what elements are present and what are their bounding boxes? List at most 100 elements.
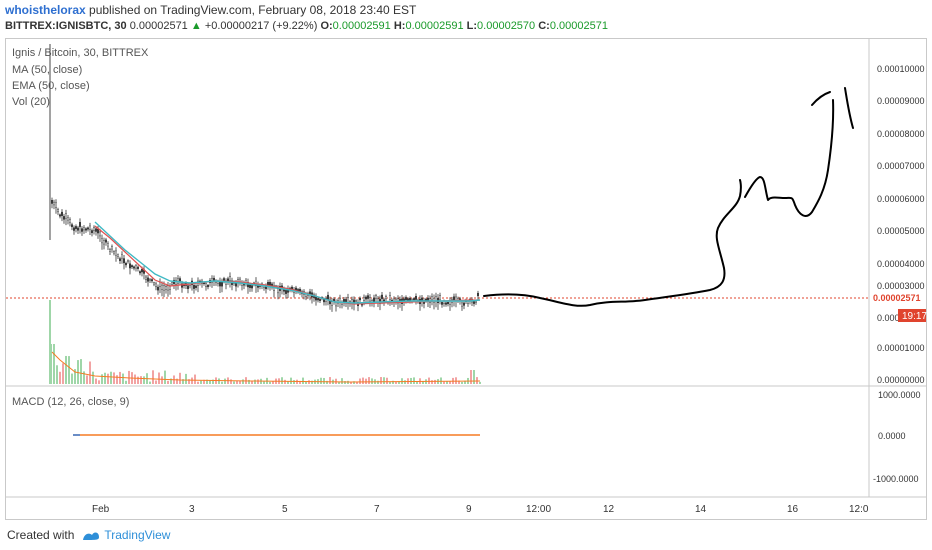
candle-body bbox=[120, 254, 123, 259]
volume-bar bbox=[233, 381, 235, 384]
volume-bar bbox=[200, 380, 202, 384]
volume-bar bbox=[383, 377, 385, 384]
volume-bar bbox=[359, 378, 361, 384]
volume-bar bbox=[287, 381, 289, 384]
price-tick: 0.00007000 bbox=[877, 161, 925, 171]
volume-bars bbox=[49, 300, 481, 384]
candle-body bbox=[192, 285, 195, 289]
candle-body bbox=[116, 254, 119, 257]
volume-bar bbox=[308, 380, 310, 384]
volume-bar bbox=[416, 381, 418, 384]
price-tick: 0.00003000 bbox=[877, 281, 925, 291]
candle-body bbox=[126, 260, 129, 262]
candle-body bbox=[407, 298, 410, 301]
candle-body bbox=[110, 246, 113, 250]
volume-bar bbox=[164, 370, 166, 384]
footer: Created with TradingView bbox=[7, 528, 170, 542]
volume-bar bbox=[170, 378, 172, 384]
candle-body bbox=[114, 250, 117, 256]
volume-bar bbox=[77, 360, 79, 384]
volume-bar bbox=[158, 372, 160, 384]
symbol-name: BITTREX:IGNISBTC, 30 bbox=[5, 20, 127, 32]
open-value: 0.00002591 bbox=[332, 20, 391, 32]
candle-body bbox=[327, 294, 330, 300]
candle-body bbox=[441, 302, 444, 305]
ma-legend[interactable]: MA (50, close) bbox=[12, 64, 83, 76]
volume-bar bbox=[431, 380, 433, 384]
volume-bar bbox=[404, 380, 406, 384]
candle-body bbox=[90, 230, 93, 234]
candle-body bbox=[180, 283, 183, 288]
macd-tick: -1000.0000 bbox=[873, 474, 919, 484]
price-tick: 0.00008000 bbox=[877, 129, 925, 139]
volume-bar bbox=[89, 361, 91, 384]
candle-body bbox=[375, 295, 378, 299]
volume-bar bbox=[230, 379, 232, 384]
candle-body bbox=[152, 282, 155, 285]
candle-body bbox=[64, 213, 67, 219]
time-tick: 9 bbox=[466, 504, 472, 515]
macd-legend[interactable]: MACD (12, 26, close, 9) bbox=[12, 396, 130, 408]
candle-body bbox=[154, 283, 157, 287]
candle-body bbox=[174, 280, 177, 285]
volume-bar bbox=[461, 381, 463, 384]
volume-bar bbox=[248, 379, 250, 384]
volume-bar bbox=[83, 371, 85, 384]
volume-bar bbox=[80, 359, 82, 384]
price-axis[interactable]: 0.00010000 0.00009000 0.00008000 0.00007… bbox=[877, 64, 925, 385]
price-tick: 0.00001000 bbox=[877, 343, 925, 353]
candle-body bbox=[477, 292, 480, 297]
published-text: published on TradingView.com, February 0… bbox=[89, 3, 417, 17]
volume-bar bbox=[197, 381, 199, 384]
volume-bar bbox=[365, 378, 367, 384]
candle-body bbox=[66, 217, 69, 221]
time-tick: 12:0 bbox=[849, 504, 869, 515]
macd-axis[interactable]: 1000.0000 0.0000 -1000.0000 bbox=[873, 390, 921, 484]
candle-body bbox=[285, 290, 288, 294]
candle-body bbox=[108, 249, 111, 252]
candle-body bbox=[413, 298, 416, 301]
time-axis[interactable]: Feb 3 5 7 9 12:00 12 14 16 12:0 bbox=[92, 504, 869, 515]
volume-bar bbox=[257, 379, 259, 384]
volume-bar bbox=[188, 379, 190, 384]
candle-body bbox=[435, 296, 438, 301]
chart-frame[interactable] bbox=[5, 38, 927, 520]
candle-body bbox=[220, 281, 223, 287]
candle-body bbox=[162, 285, 165, 291]
candle-body bbox=[359, 297, 362, 301]
symbol-bar: BITTREX:IGNISBTC, 30 0.00002571 ▲ +0.000… bbox=[5, 20, 608, 32]
volume-bar bbox=[446, 381, 448, 384]
candle-body bbox=[106, 243, 109, 247]
candle-body bbox=[84, 228, 87, 231]
volume-bar bbox=[458, 380, 460, 384]
candle-body bbox=[146, 277, 149, 282]
volume-bar bbox=[323, 377, 325, 384]
volume-bar bbox=[110, 371, 112, 384]
candle-body bbox=[63, 216, 66, 220]
author-link[interactable]: whoisthelorax bbox=[5, 3, 86, 17]
volume-bar bbox=[311, 380, 313, 384]
tradingview-link[interactable]: TradingView bbox=[104, 528, 171, 542]
volume-bar bbox=[302, 377, 304, 384]
volume-bar bbox=[338, 381, 340, 384]
volume-bar bbox=[350, 381, 352, 384]
candle-body bbox=[122, 258, 125, 264]
volume-bar bbox=[434, 379, 436, 384]
ema-legend[interactable]: EMA (50, close) bbox=[12, 80, 90, 92]
candle-body bbox=[467, 301, 470, 304]
candle-body bbox=[385, 296, 388, 300]
candle-body bbox=[118, 258, 121, 261]
volume-bar bbox=[413, 377, 415, 384]
candle-body bbox=[248, 284, 251, 288]
volume-bar bbox=[410, 377, 412, 384]
volume-bar bbox=[335, 378, 337, 384]
candle-body bbox=[331, 301, 334, 306]
tradingview-logo-icon[interactable] bbox=[82, 530, 100, 540]
price-change: +0.00000217 (+9.22%) bbox=[204, 20, 318, 32]
volume-bar bbox=[86, 375, 88, 384]
vol-legend[interactable]: Vol (20) bbox=[12, 96, 50, 108]
time-tick: 12 bbox=[603, 504, 615, 515]
candle-body bbox=[210, 278, 213, 283]
candle-body bbox=[194, 285, 197, 288]
